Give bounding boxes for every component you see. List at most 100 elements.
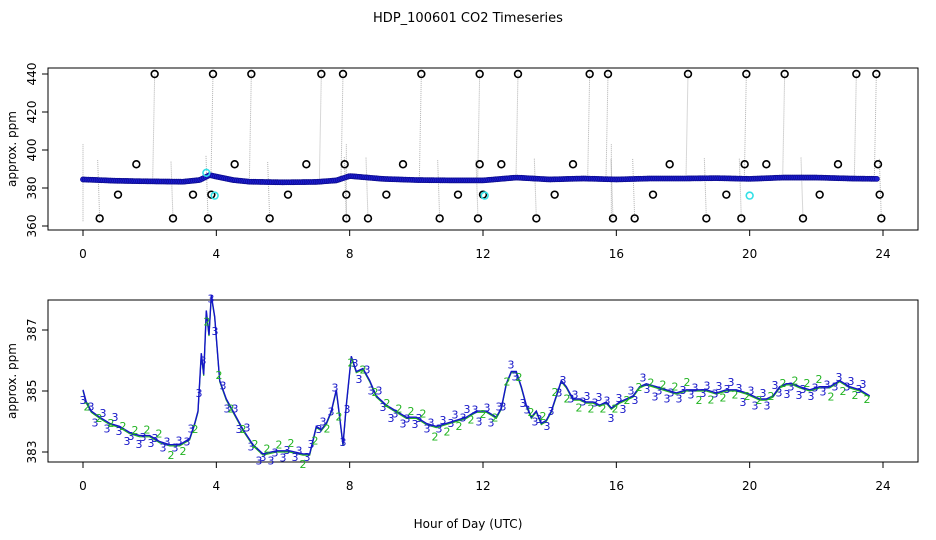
marker-label-3: 3 [560,374,567,387]
mid-high-point [132,160,141,169]
mid-high-point [833,160,843,169]
marker-label-3: 3 [244,422,251,435]
marker-label-3: 3 [788,381,795,394]
marker-label-3: 3 [812,382,819,395]
high-spike-point [585,69,594,79]
marker-label-3: 3 [400,418,407,431]
marker-label-3: 3 [652,391,659,404]
mid-low-point [382,190,391,199]
marker-label-2: 2 [792,374,799,387]
spike-line [515,73,519,178]
marker-label-2: 2 [360,364,367,377]
marker-label-3: 3 [776,387,783,400]
marker-label-3: 3 [640,371,647,384]
marker-label-3: 3 [824,378,831,391]
marker-label-3: 3 [760,387,767,400]
marker-label-2: 2 [588,403,595,416]
marker-label-2: 2 [744,390,751,403]
marker-label-3: 3 [356,373,363,386]
marker-label-2: 2 [696,394,703,407]
marker-label-3: 3 [188,422,195,435]
marker-label-3: 3 [548,405,555,418]
spike-line [340,73,344,179]
mid-high-point [762,160,771,169]
marker-label-3: 3 [352,357,359,370]
baseline-point [873,175,880,182]
marker-label-3: 3 [320,415,327,428]
marker-label-2: 2 [216,369,223,382]
marker-label-3: 3 [232,403,239,416]
marker-label-3: 3 [428,416,435,429]
high-spike-point [852,69,861,79]
marker-label-2: 2 [372,386,379,399]
mid-high-point [230,160,239,169]
marker-label-3: 3 [644,383,651,396]
marker-label-2: 2 [576,401,583,414]
spike-line [267,162,271,219]
bottom-x-tick-label: 4 [213,479,221,493]
series-line-blue [82,295,871,455]
marker-label-2: 2 [708,394,715,407]
marker-label-2: 2 [528,406,535,419]
marker-label-3: 3 [472,404,479,417]
bottom-y-tick-label: 387 [25,319,39,342]
marker-label-2: 2 [384,397,391,410]
spike-line [873,73,877,179]
marker-label-3: 3 [500,401,507,414]
marker-label-3: 3 [808,390,815,403]
marker-label-2: 2 [120,420,127,433]
high-spike-point [513,69,523,79]
marker-label-2: 2 [192,423,199,436]
marker-label-3: 3 [604,394,611,407]
mid-high-point [568,160,578,169]
mid-low-point [283,190,293,199]
top-y-tick-label: 380 [25,177,39,200]
marker-label-3: 3 [764,399,771,412]
marker-label-3: 3 [136,438,143,451]
marker-label-2: 2 [492,412,499,425]
marker-label-3: 3 [436,423,443,436]
marker-label-3: 3 [200,355,207,368]
mid-low-point [875,190,884,199]
marker-label-3: 3 [328,405,335,418]
marker-label-3: 3 [704,380,711,393]
marker-label-2: 2 [168,449,175,462]
marker-label-3: 3 [272,446,279,459]
marker-label-2: 2 [840,385,847,398]
low-spike-point [435,214,444,223]
chart-title: HDP_100601 CO2 Timeseries [373,11,563,26]
marker-label-3: 3 [212,325,219,338]
marker-label-3: 3 [740,396,747,409]
marker-label-3: 3 [416,412,423,425]
spike-line [437,160,441,219]
bottom-y-tick-label: 385 [25,380,39,403]
high-spike-point [872,69,881,79]
marker-label-3: 3 [556,387,563,400]
marker-label-3: 3 [364,364,371,377]
mid-low-point [188,190,198,199]
marker-label-3: 3 [340,436,347,449]
low-spike-point [702,214,711,223]
marker-label-2: 2 [396,402,403,415]
marker-label-3: 3 [128,430,135,443]
marker-label-3: 3 [124,435,131,448]
low-spike-point [877,214,886,223]
marker-label-2: 2 [804,377,811,390]
marker-label-3: 3 [668,386,675,399]
marker-label-3: 3 [164,435,171,448]
marker-label-2: 2 [852,389,859,402]
marker-label-3: 3 [676,393,683,406]
bottom-y-tick-label: 383 [25,441,39,464]
high-spike-point [150,69,159,79]
spike-line [738,158,742,219]
marker-label-3: 3 [92,416,99,429]
marker-label-3: 3 [224,403,231,416]
marker-label-2: 2 [672,380,679,393]
mid-high-point [398,160,408,169]
mid-low-point [342,190,351,199]
marker-label-2: 2 [108,417,115,430]
marker-label-2: 2 [408,405,415,418]
marker-label-3: 3 [100,407,107,420]
top-y-tick-label: 360 [25,215,39,238]
marker-label-3: 3 [796,389,803,402]
